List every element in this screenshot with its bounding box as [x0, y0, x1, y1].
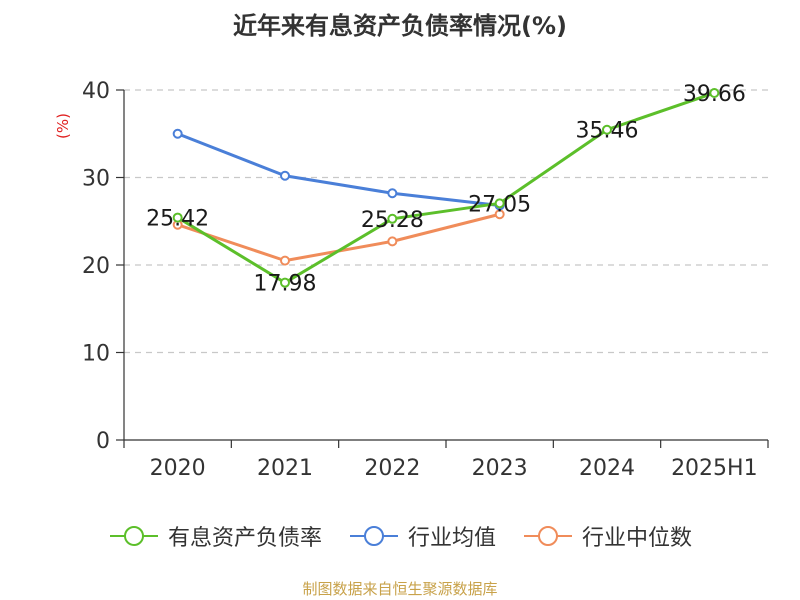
source-note: 制图数据来自恒生聚源数据库 — [302, 580, 498, 598]
series-layer — [172, 87, 720, 288]
y-axis-label: (%) — [54, 113, 72, 139]
data-point — [172, 128, 183, 139]
y-tick-label: 20 — [82, 254, 110, 279]
y-tick-label: 30 — [82, 167, 110, 192]
legend-marker-icon — [109, 526, 158, 546]
legend-label: 行业均值 — [407, 526, 496, 551]
data-point — [494, 198, 505, 209]
data-point — [387, 188, 398, 199]
legend-item-series-1[interactable]: 行业均值 — [348, 520, 496, 552]
data-label: 27.05 — [468, 192, 531, 217]
series-line-1 — [177, 132, 500, 207]
legend-marker-icon — [349, 526, 398, 546]
data-point — [172, 212, 183, 223]
x-tick-label: 2025H1 — [671, 456, 758, 481]
data-point — [387, 213, 398, 224]
data-labels: 25.42 17.98 25.28 27.05 35.46 39.66 — [146, 82, 746, 297]
data-label: 25.28 — [361, 208, 424, 233]
data-point — [280, 170, 290, 181]
data-label: 25.42 — [146, 207, 209, 232]
y-tick-label: 10 — [82, 342, 110, 367]
x-tick-label: 2022 — [364, 456, 420, 481]
series-line-0 — [176, 91, 715, 285]
series-line-2 — [177, 212, 501, 263]
data-label: 39.66 — [683, 82, 746, 107]
legend-item-series-0[interactable]: 有息资产负债率 — [108, 520, 322, 552]
legend-label: 有息资产负债率 — [167, 526, 322, 551]
data-point — [602, 124, 612, 135]
axes: 0 10 20 30 40 2020 2021 2022 2023 2024 2025H1 — [82, 79, 769, 481]
data-label: 17.98 — [254, 272, 317, 297]
y-tick-label: 0 — [96, 429, 110, 454]
grid-lines — [124, 89, 768, 354]
x-tick-label: 2023 — [472, 456, 528, 481]
x-tick-label: 2024 — [579, 456, 635, 481]
data-label: 35.46 — [576, 119, 639, 144]
legend-label: 行业中位数 — [582, 526, 693, 551]
chart-title: 近年来有息资产负债率情况(%) — [233, 12, 567, 40]
data-point — [280, 255, 290, 266]
x-tick-label: 2021 — [257, 456, 313, 481]
data-point — [387, 236, 398, 247]
legend-marker-icon — [524, 526, 572, 546]
data-point — [709, 87, 720, 98]
x-tick-label: 2020 — [150, 456, 206, 481]
data-point — [280, 277, 290, 288]
legend-item-series-2[interactable]: 行业中位数 — [522, 520, 692, 552]
legend: 有息资产负债率 行业均值 行业中位数 — [0, 520, 800, 552]
y-tick-label: 40 — [82, 79, 110, 104]
